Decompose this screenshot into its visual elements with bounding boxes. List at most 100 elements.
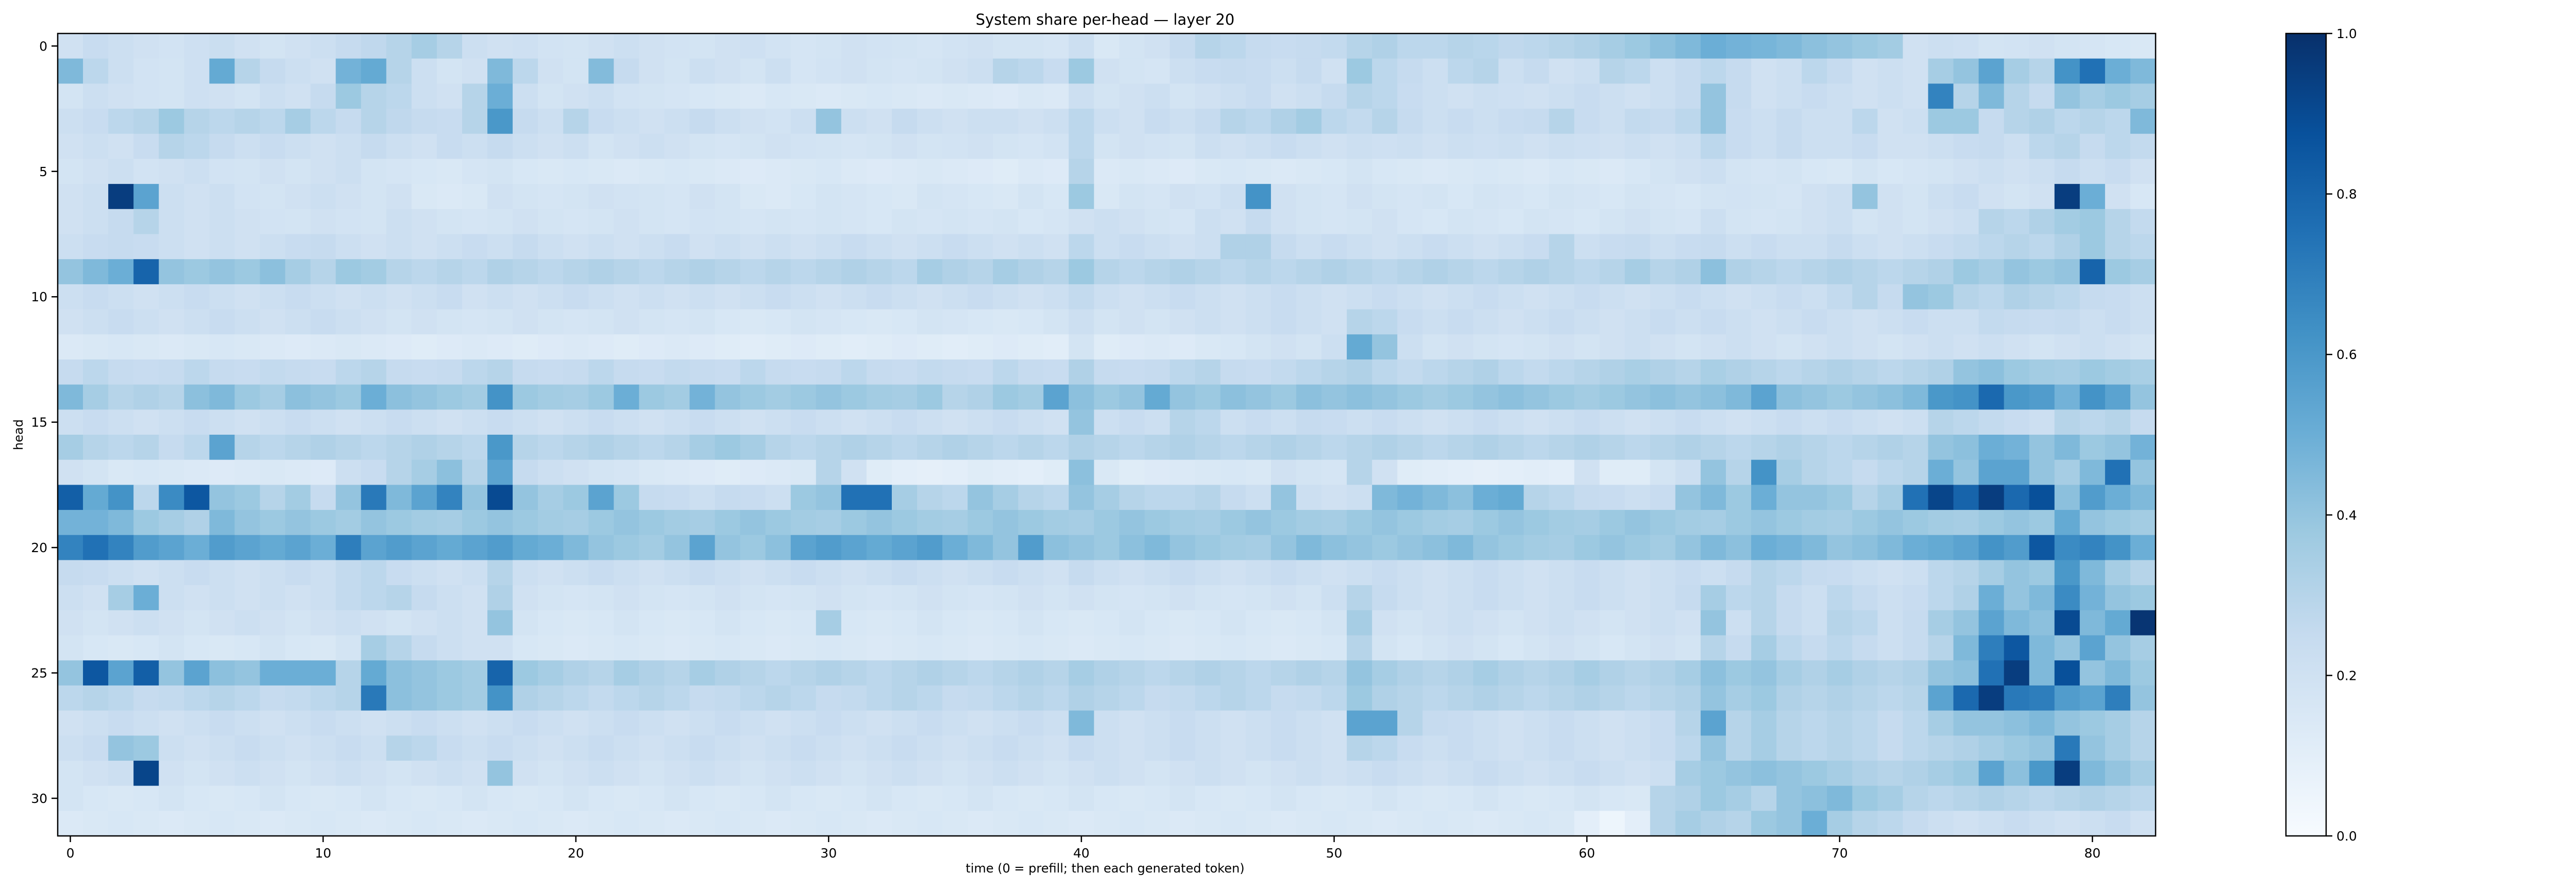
heatmap-cell xyxy=(1802,334,1827,360)
heatmap-cell xyxy=(1776,359,1802,385)
heatmap-cell xyxy=(765,660,791,686)
heatmap-cell xyxy=(487,485,513,510)
heatmap-cell xyxy=(740,33,766,59)
heatmap-cell xyxy=(83,710,109,736)
heatmap-cell xyxy=(614,284,639,310)
heatmap-cell xyxy=(1220,109,1246,134)
heatmap-cell xyxy=(83,660,109,686)
heatmap-cell xyxy=(740,58,766,84)
heatmap-cell xyxy=(841,585,867,611)
heatmap-cell xyxy=(689,259,716,285)
heatmap-cell xyxy=(1650,209,1676,235)
heatmap-cell xyxy=(260,109,286,134)
heatmap-cell xyxy=(1549,459,1575,485)
heatmap-cell xyxy=(1422,284,1448,310)
heatmap-cell xyxy=(1700,384,1726,410)
heatmap-cell xyxy=(1751,760,1777,786)
heatmap-cell xyxy=(689,234,716,260)
heatmap-cell xyxy=(285,58,311,84)
heatmap-cell xyxy=(411,309,437,335)
heatmap-cell xyxy=(588,83,614,109)
heatmap-cell xyxy=(1574,510,1600,536)
heatmap-cell xyxy=(462,83,488,109)
heatmap-cell xyxy=(614,459,639,485)
heatmap-cell xyxy=(1422,133,1448,160)
heatmap-cell xyxy=(1144,735,1171,761)
heatmap-cell xyxy=(790,384,817,410)
heatmap-cell xyxy=(133,610,159,636)
heatmap-cell xyxy=(1372,811,1398,836)
heatmap-cell xyxy=(1245,409,1272,435)
heatmap-cell xyxy=(917,610,943,636)
heatmap-cell xyxy=(386,435,412,460)
heatmap-cell xyxy=(538,760,564,786)
heatmap-cell xyxy=(1877,234,1903,260)
heatmap-cell xyxy=(58,485,83,510)
heatmap-cell xyxy=(285,635,311,661)
heatmap-cell xyxy=(1018,359,1044,385)
heatmap-cell xyxy=(310,309,336,335)
heatmap-cell xyxy=(1448,33,1473,59)
heatmap-cell xyxy=(1599,435,1625,460)
heatmap-cell xyxy=(664,309,690,335)
heatmap-cell xyxy=(310,109,336,134)
heatmap-cell xyxy=(1599,33,1625,59)
heatmap-cell xyxy=(1321,635,1347,661)
heatmap-cell xyxy=(1852,760,1878,786)
heatmap-cell xyxy=(993,485,1019,510)
heatmap-cell xyxy=(234,585,261,611)
heatmap-cell xyxy=(361,635,387,661)
heatmap-cell xyxy=(83,435,109,460)
heatmap-cell xyxy=(715,209,741,235)
heatmap-cell xyxy=(715,159,741,184)
heatmap-cell xyxy=(538,785,564,811)
heatmap-cell xyxy=(58,660,83,686)
heatmap-cell xyxy=(1220,735,1246,761)
heatmap-cell xyxy=(968,33,993,59)
heatmap-cell xyxy=(184,133,210,160)
heatmap-cell xyxy=(1195,184,1221,210)
heatmap-cell xyxy=(108,284,134,310)
heatmap-cell xyxy=(1624,635,1651,661)
heatmap-cell xyxy=(436,710,463,736)
heatmap-cell xyxy=(588,535,614,561)
heatmap-cell xyxy=(993,685,1019,711)
heatmap-cell xyxy=(1574,585,1600,611)
heatmap-cell xyxy=(310,785,336,811)
heatmap-cell xyxy=(1195,159,1221,184)
heatmap-cell xyxy=(58,510,83,536)
heatmap-cell xyxy=(133,359,159,385)
heatmap-cell xyxy=(968,811,993,836)
heatmap-cell xyxy=(1119,560,1145,586)
heatmap-cell xyxy=(159,685,184,711)
heatmap-cell xyxy=(790,635,817,661)
heatmap-cell xyxy=(2004,535,2030,561)
heatmap-cell xyxy=(1599,109,1625,134)
heatmap-cell xyxy=(1725,660,1752,686)
heatmap-cell xyxy=(1852,510,1878,536)
heatmap-cell xyxy=(1523,83,1550,109)
heatmap-cell xyxy=(2130,284,2156,310)
heatmap-cell xyxy=(411,409,437,435)
heatmap-cell xyxy=(993,635,1019,661)
heatmap-cell xyxy=(790,334,817,360)
heatmap-cell xyxy=(942,811,968,836)
heatmap-cell xyxy=(285,510,311,536)
heatmap-cell xyxy=(310,209,336,235)
heatmap-cell xyxy=(1144,83,1171,109)
heatmap-cell xyxy=(2054,83,2080,109)
heatmap-cell xyxy=(563,133,589,160)
heatmap-cell xyxy=(2054,710,2080,736)
heatmap-cell xyxy=(1675,109,1701,134)
heatmap-cell xyxy=(841,159,867,184)
heatmap-cell xyxy=(184,384,210,410)
heatmap-cell xyxy=(1144,309,1171,335)
heatmap-cell xyxy=(2079,33,2106,59)
heatmap-cell xyxy=(1018,735,1044,761)
heatmap-cell xyxy=(1978,109,2005,134)
heatmap-cell xyxy=(1144,359,1171,385)
heatmap-cell xyxy=(1827,284,1853,310)
heatmap-cell xyxy=(588,660,614,686)
heatmap-cell xyxy=(184,435,210,460)
x-tick-label: 40 xyxy=(1073,846,1090,861)
